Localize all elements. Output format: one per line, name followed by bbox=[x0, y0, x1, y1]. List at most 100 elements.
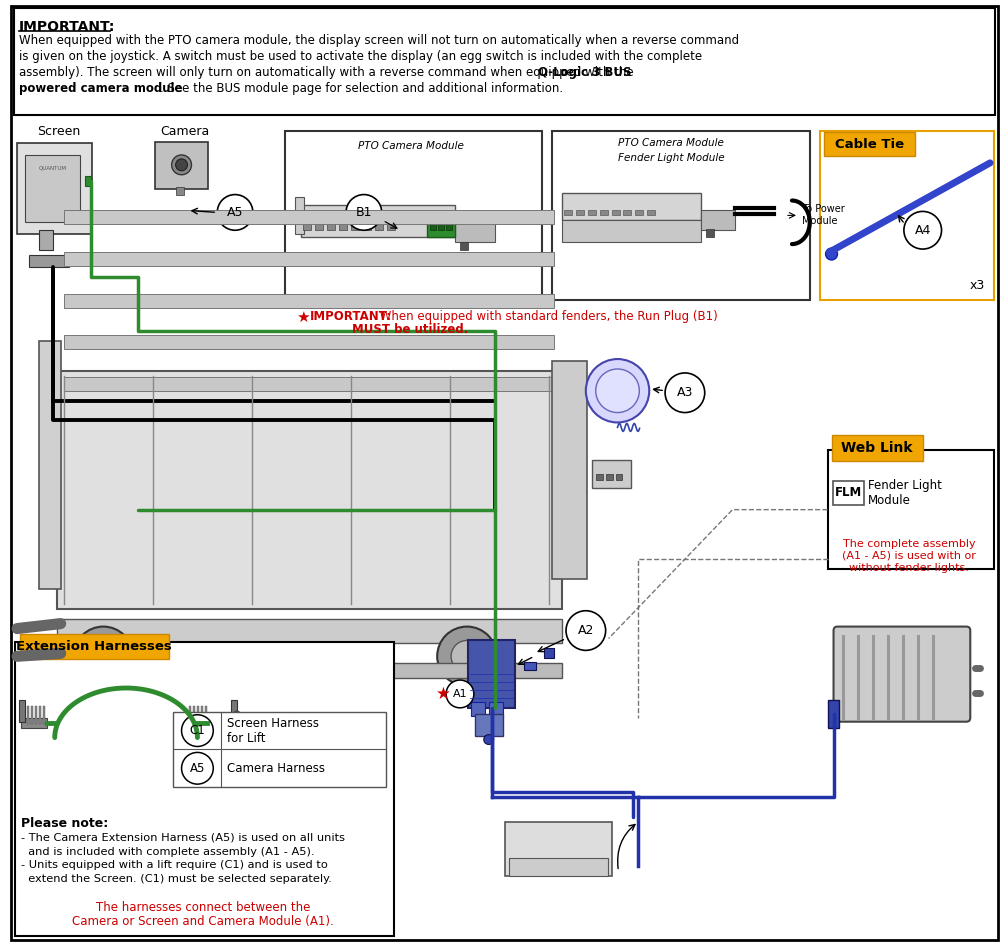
Circle shape bbox=[172, 155, 191, 175]
Bar bbox=[327, 224, 335, 230]
Bar bbox=[351, 224, 359, 230]
Bar bbox=[820, 131, 994, 300]
Text: Fender Light
Module: Fender Light Module bbox=[868, 479, 942, 507]
Bar bbox=[706, 229, 714, 237]
Text: ★: ★ bbox=[297, 309, 310, 324]
FancyBboxPatch shape bbox=[824, 132, 915, 156]
Bar bbox=[505, 822, 612, 876]
Bar bbox=[303, 224, 311, 230]
Bar bbox=[489, 702, 503, 716]
Bar bbox=[468, 640, 515, 708]
Text: and is included with complete assembly (A1 - A5).: and is included with complete assembly (… bbox=[21, 847, 315, 856]
Bar bbox=[231, 700, 237, 722]
Bar bbox=[363, 224, 371, 230]
Bar bbox=[31, 706, 33, 724]
Bar bbox=[197, 706, 199, 724]
Text: B1: B1 bbox=[356, 206, 372, 219]
Circle shape bbox=[176, 159, 188, 171]
Bar bbox=[64, 293, 554, 307]
Bar bbox=[538, 858, 548, 865]
Circle shape bbox=[234, 710, 240, 717]
Bar bbox=[57, 663, 562, 678]
Bar bbox=[315, 224, 323, 230]
Bar bbox=[64, 335, 554, 349]
Bar bbox=[576, 210, 584, 216]
Bar bbox=[430, 224, 436, 230]
Bar bbox=[29, 255, 69, 267]
Bar bbox=[509, 858, 608, 876]
Bar bbox=[544, 648, 554, 658]
Bar bbox=[201, 706, 203, 724]
Circle shape bbox=[451, 640, 483, 673]
Bar bbox=[562, 193, 701, 220]
Bar bbox=[509, 858, 518, 865]
Bar bbox=[207, 718, 233, 727]
Text: IMPORTANT:: IMPORTANT: bbox=[19, 20, 115, 34]
Text: - The Camera Extension Harness (A5) is used on all units: - The Camera Extension Harness (A5) is u… bbox=[21, 832, 345, 843]
Text: Camera or Screen and Camera Module (A1).: Camera or Screen and Camera Module (A1). bbox=[72, 915, 334, 928]
Bar bbox=[588, 210, 596, 216]
Text: IMPORTANT:: IMPORTANT: bbox=[309, 309, 392, 323]
Bar bbox=[475, 714, 503, 736]
Text: A3: A3 bbox=[677, 386, 693, 399]
Bar bbox=[57, 371, 562, 608]
Text: C1: C1 bbox=[190, 724, 205, 737]
Bar bbox=[35, 706, 37, 724]
Circle shape bbox=[446, 680, 474, 708]
Text: FLM: FLM bbox=[835, 486, 862, 499]
Text: ★: ★ bbox=[436, 685, 451, 703]
Circle shape bbox=[904, 211, 942, 249]
Bar bbox=[612, 210, 620, 216]
Bar bbox=[524, 662, 536, 670]
Circle shape bbox=[217, 195, 253, 230]
Bar bbox=[39, 706, 41, 724]
Bar bbox=[176, 186, 184, 195]
Bar bbox=[701, 210, 735, 230]
Text: Screen: Screen bbox=[37, 125, 80, 138]
Bar bbox=[189, 706, 191, 724]
Bar bbox=[616, 474, 622, 480]
Bar bbox=[553, 858, 563, 865]
Text: is given on the joystick. A switch must be used to activate the display (an egg : is given on the joystick. A switch must … bbox=[19, 50, 702, 63]
Text: Web Link: Web Link bbox=[841, 441, 913, 455]
Text: When equipped with the PTO camera module, the display screen will not turn on au: When equipped with the PTO camera module… bbox=[19, 34, 739, 47]
Bar bbox=[25, 155, 80, 222]
Bar bbox=[21, 718, 47, 727]
Bar bbox=[43, 706, 45, 724]
Circle shape bbox=[87, 640, 119, 673]
Bar bbox=[19, 700, 25, 722]
Text: The complete assembly
(A1 - A5) is used with or
without fender lights.: The complete assembly (A1 - A5) is used … bbox=[842, 539, 976, 572]
Bar bbox=[635, 210, 643, 216]
Bar bbox=[455, 220, 495, 242]
Text: QUANTUM: QUANTUM bbox=[39, 166, 67, 170]
Text: A5: A5 bbox=[227, 206, 243, 219]
FancyBboxPatch shape bbox=[20, 634, 169, 659]
Bar bbox=[39, 342, 61, 589]
Text: Please note:: Please note: bbox=[21, 816, 108, 830]
Bar bbox=[564, 210, 572, 216]
Text: A2: A2 bbox=[578, 624, 594, 637]
Text: The harnesses connect between the: The harnesses connect between the bbox=[96, 901, 311, 914]
Bar bbox=[301, 205, 455, 237]
Bar bbox=[606, 474, 613, 480]
Bar bbox=[285, 131, 542, 300]
Text: assembly). The screen will only turn on automatically with a reverse command whe: assembly). The screen will only turn on … bbox=[19, 66, 637, 79]
Text: PTO Camera Module: PTO Camera Module bbox=[618, 138, 724, 149]
Text: Screen Harness
for Lift: Screen Harness for Lift bbox=[227, 717, 319, 745]
Text: Cable Tie: Cable Tie bbox=[835, 137, 904, 150]
Text: Camera: Camera bbox=[160, 125, 209, 138]
Circle shape bbox=[437, 626, 497, 686]
Text: Extension Harnesses: Extension Harnesses bbox=[16, 639, 172, 653]
Text: A5: A5 bbox=[190, 762, 205, 775]
Bar bbox=[471, 702, 485, 716]
Text: To Power
Module: To Power Module bbox=[802, 204, 845, 226]
Bar bbox=[523, 858, 533, 865]
Bar bbox=[552, 131, 810, 300]
Bar bbox=[375, 224, 383, 230]
Bar bbox=[85, 176, 91, 185]
FancyBboxPatch shape bbox=[832, 435, 923, 461]
Circle shape bbox=[586, 359, 649, 423]
Bar bbox=[828, 450, 994, 569]
Text: A4: A4 bbox=[915, 224, 931, 236]
Circle shape bbox=[182, 752, 213, 784]
